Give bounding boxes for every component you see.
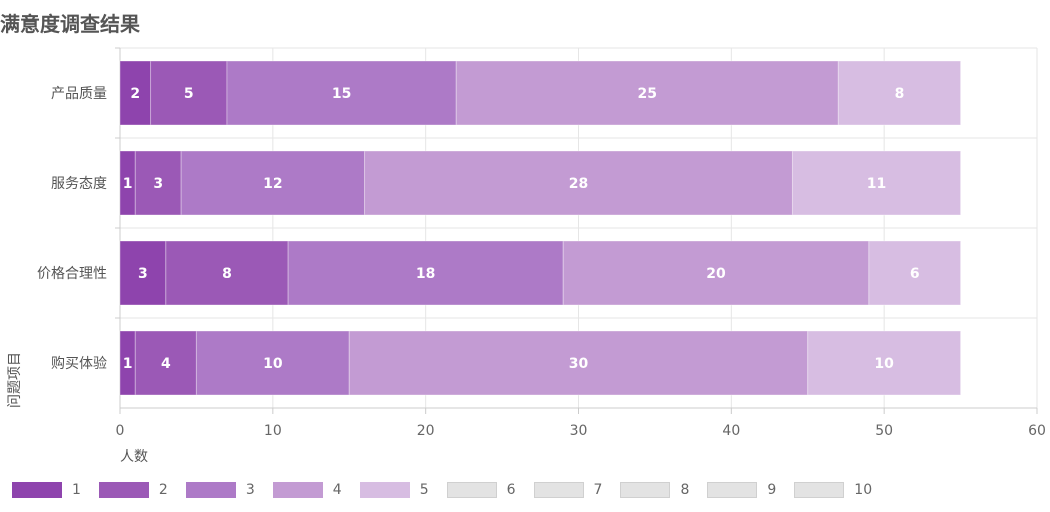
bar-segment — [195, 330, 350, 396]
legend-swatch — [359, 482, 410, 498]
bar-value-label: 3 — [153, 176, 163, 192]
bar-value-label: 30 — [569, 356, 589, 372]
x-tick-label: 30 — [570, 423, 588, 439]
bar-segment — [455, 60, 839, 126]
bar-value-label: 18 — [416, 266, 435, 282]
bar-value-label: 8 — [222, 266, 232, 282]
bar-segment — [364, 150, 793, 216]
bar-value-label: 11 — [867, 176, 886, 192]
bar-value-label: 1 — [123, 356, 133, 372]
legend-swatch — [707, 482, 758, 498]
bar-value-label: 12 — [263, 176, 282, 192]
bar-segment — [134, 330, 197, 396]
legend-swatch — [98, 482, 149, 498]
legend-swatch — [794, 482, 845, 498]
x-tick-label: 10 — [264, 423, 282, 439]
bar-value-label: 10 — [874, 356, 894, 372]
bar-value-label: 2 — [130, 86, 140, 102]
legend-label: 6 — [506, 482, 516, 498]
category-label: 购买体验 — [51, 356, 107, 372]
legend-label: 7 — [593, 482, 603, 498]
bar-value-label: 4 — [161, 356, 171, 372]
bar-value-label: 20 — [706, 266, 726, 282]
legend-swatch — [12, 482, 62, 498]
legend-item[interactable]: 10 — [794, 482, 872, 498]
chart-title: 满意度调查结果 — [0, 12, 140, 36]
legend-label: 3 — [245, 482, 255, 498]
legend-item[interactable]: 2 — [98, 482, 168, 498]
bar-value-label: 6 — [910, 266, 920, 282]
bar-segment — [165, 240, 289, 306]
bar-segment — [287, 240, 564, 306]
legend-item[interactable]: 7 — [533, 482, 603, 498]
bar-value-label: 3 — [138, 266, 148, 282]
legend-label: 2 — [158, 482, 168, 498]
legend-swatch — [533, 482, 584, 498]
x-axis-title: 人数 — [120, 449, 148, 465]
bar-segment — [348, 330, 809, 396]
category-label: 服务态度 — [51, 176, 107, 192]
bar-value-label: 5 — [184, 86, 194, 102]
bar-segment — [807, 330, 962, 396]
bar-value-label: 8 — [895, 86, 905, 102]
category-label: 价格合理性 — [37, 266, 107, 282]
legend-label: 9 — [767, 482, 777, 498]
legend-item[interactable]: 4 — [272, 482, 342, 498]
x-tick-label: 0 — [116, 423, 125, 439]
legend-swatch — [446, 482, 497, 498]
bar-segment — [180, 150, 366, 216]
legend-label: 1 — [72, 482, 81, 498]
x-tick-label: 50 — [875, 423, 893, 439]
bar-value-label: 28 — [569, 176, 588, 192]
legend-item[interactable]: 9 — [707, 482, 776, 498]
x-tick-label: 20 — [417, 423, 435, 439]
legend-item[interactable]: 5 — [359, 482, 429, 498]
legend-label: 4 — [332, 482, 342, 498]
bar-segment — [119, 330, 136, 396]
bar-value-label: 25 — [638, 86, 657, 102]
legend-item[interactable]: 8 — [620, 482, 689, 498]
bar-segment — [562, 240, 870, 306]
legend-swatch — [272, 482, 323, 498]
legend-item[interactable]: 6 — [446, 482, 516, 498]
bar-value-label: 1 — [123, 176, 133, 192]
bar-segment — [226, 60, 457, 126]
legend-item[interactable]: 1 — [12, 482, 81, 498]
bar-segment — [119, 60, 152, 126]
legend-label: 10 — [854, 482, 873, 498]
y-axis-title: 问题项目 — [7, 352, 23, 408]
bar-segment — [119, 150, 136, 216]
chart-legend: 1 2 3 4 5 6 7 8 9 10 — [12, 482, 890, 498]
legend-label: 5 — [419, 482, 429, 498]
legend-swatch — [185, 482, 236, 498]
bar-segment — [868, 240, 962, 306]
x-tick-label: 60 — [1028, 423, 1046, 439]
legend-swatch — [620, 482, 671, 498]
bar-segment — [791, 150, 962, 216]
bar-value-label: 10 — [263, 356, 283, 372]
bar-value-label: 15 — [332, 86, 351, 102]
bar-segment — [837, 60, 962, 126]
x-tick-label: 40 — [722, 423, 740, 439]
legend-item[interactable]: 3 — [185, 482, 255, 498]
category-label: 产品质量 — [51, 86, 107, 102]
bar-segment — [119, 240, 167, 306]
bar-segment — [150, 60, 228, 126]
legend-label: 8 — [680, 482, 690, 498]
